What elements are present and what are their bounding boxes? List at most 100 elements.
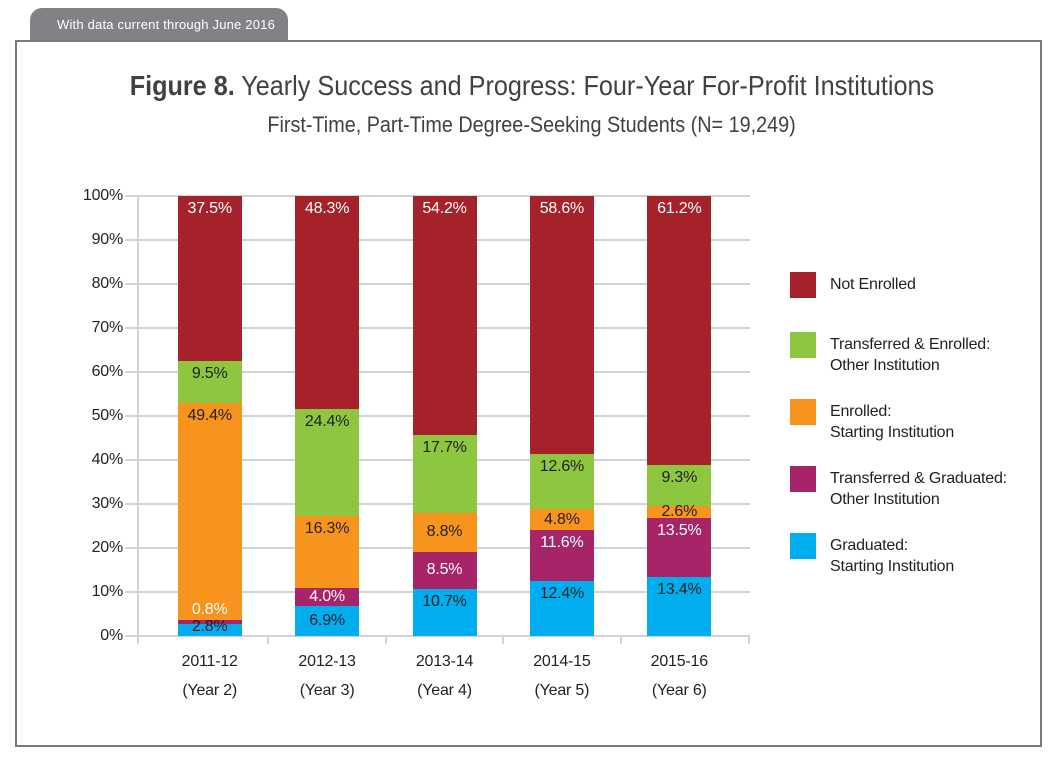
segment-value-label: 17.7% bbox=[422, 438, 467, 456]
bar-segment bbox=[295, 516, 360, 589]
legend-label-line: Enrolled: bbox=[830, 403, 892, 420]
bar-segment bbox=[529, 509, 594, 531]
segment-value-label: 48.3% bbox=[304, 200, 350, 218]
bar-segment bbox=[529, 453, 594, 510]
legend-label-line: Transferred & Graduated: bbox=[830, 470, 1007, 487]
category-subyear-label: (Year 3) bbox=[299, 682, 355, 699]
stacked-bar: 10.7% 8.5% 8.8% 17.7% 54.2% bbox=[412, 196, 477, 636]
stacked-bar: 13.4% 13.5% 2.6% 9.3% 61.2% bbox=[647, 196, 712, 636]
bar-segment bbox=[647, 506, 712, 518]
bar-segment bbox=[647, 517, 712, 578]
bar-segment bbox=[295, 196, 360, 409]
legend-swatch bbox=[790, 533, 816, 559]
legend-item: Not Enrolled bbox=[790, 272, 1042, 298]
y-axis-tick-label: 40% bbox=[91, 451, 124, 468]
bar-segment bbox=[647, 465, 712, 507]
segment-value-label: 13.5% bbox=[657, 521, 702, 539]
segment-value-label: 2.6% bbox=[661, 502, 698, 520]
bar-segment bbox=[412, 512, 477, 552]
stacked-bar: 6.9% 4.0% 16.3% 24.4% 48.3% bbox=[295, 196, 360, 636]
category-subyear-label: (Year 5) bbox=[534, 682, 590, 699]
y-axis-tick-label: 90% bbox=[91, 231, 124, 248]
y-axis-tick-label: 0% bbox=[100, 627, 123, 644]
category-year-label: 2014-15 bbox=[533, 653, 591, 670]
y-axis-tick-label: 10% bbox=[91, 583, 124, 600]
figure-title: Figure 8. Yearly Success and Progress: F… bbox=[130, 70, 934, 102]
segment-value-label: 16.3% bbox=[304, 520, 350, 538]
category-year-label: 2012-13 bbox=[298, 653, 356, 670]
legend-label-line: Starting Institution bbox=[830, 558, 955, 575]
legend-item: Graduated: Starting Institution bbox=[790, 533, 1042, 577]
stacked-bar: 2.8% 0.8% 49.4% 9.5% 37.5% bbox=[177, 196, 242, 636]
bar-segment bbox=[177, 361, 242, 403]
legend-label-line: Other Institution bbox=[830, 357, 940, 374]
bar-segment bbox=[647, 577, 712, 636]
x-axis-category-label: 2011-12 (Year 2) bbox=[151, 653, 268, 699]
x-axis-category-label: 2015-16 (Year 6) bbox=[621, 653, 738, 699]
segment-value-label: 37.5% bbox=[187, 200, 233, 217]
segment-value-label: 9.3% bbox=[661, 469, 698, 487]
segment-value-label: 49.4% bbox=[187, 406, 233, 424]
x-axis-tick bbox=[502, 636, 505, 644]
bar-segment bbox=[529, 530, 594, 582]
category-year-label: 2015-16 bbox=[650, 653, 709, 670]
legend-swatch bbox=[790, 399, 816, 425]
segment-value-label: 54.2% bbox=[422, 200, 467, 218]
bar-segment bbox=[177, 620, 242, 624]
category-subyear-label: (Year 6) bbox=[651, 682, 707, 699]
legend-label: Not Enrolled bbox=[830, 272, 916, 295]
legend-item: Transferred & Graduated: Other Institutio… bbox=[790, 466, 1042, 510]
segment-value-label: 12.4% bbox=[539, 585, 585, 603]
legend-item: Enrolled: Starting Institution bbox=[790, 399, 1042, 443]
gridline bbox=[125, 195, 750, 197]
y-axis-tick-label: 30% bbox=[91, 495, 124, 512]
bar-segment bbox=[412, 434, 477, 513]
legend-swatch bbox=[790, 466, 816, 492]
legend-label-line: Other Institution bbox=[830, 491, 940, 508]
bar-segment bbox=[177, 196, 242, 361]
figure-subtitle: First-Time, Part-Time Degree-Seeking Stu… bbox=[267, 112, 797, 137]
segment-value-label: 24.4% bbox=[304, 412, 350, 430]
legend-label-line: Not Enrolled bbox=[830, 276, 916, 293]
bar-segment bbox=[295, 408, 360, 517]
x-axis-category-label: 2013-14 (Year 4) bbox=[386, 653, 503, 699]
bar-segment bbox=[177, 402, 242, 621]
segment-value-label: 4.8% bbox=[544, 510, 580, 528]
bar-segment bbox=[412, 588, 477, 636]
plot-area: 0% 10% 20% 30% 40% 50% 60% 70% 80% 90% 100% 2.8% 0.8… bbox=[83, 188, 750, 699]
legend-label-line: Transferred & Enrolled: bbox=[830, 336, 991, 353]
category-subyear-label: (Year 2) bbox=[182, 682, 238, 699]
segment-value-label: 13.4% bbox=[657, 581, 702, 599]
category-year-label: 2013-14 bbox=[415, 653, 474, 670]
bar-segment bbox=[529, 581, 594, 636]
segment-value-label: 6.9% bbox=[309, 611, 345, 629]
segment-value-label: 8.8% bbox=[426, 523, 463, 541]
category-year-label: 2011-12 bbox=[181, 653, 238, 670]
banner-text: With data current through June 2016 bbox=[57, 17, 276, 32]
bar-segment bbox=[177, 623, 242, 636]
bar-segment bbox=[647, 196, 712, 466]
legend-swatch bbox=[790, 272, 816, 298]
bar-segment bbox=[412, 551, 477, 589]
stacked-bar: 12.4% 11.6% 4.8% 12.6% 58.6% bbox=[529, 196, 594, 636]
x-axis-tick bbox=[267, 636, 270, 644]
y-axis-tick-label: 20% bbox=[91, 539, 124, 556]
legend: Not Enrolled Transferred & Enrolled: Other… bbox=[790, 272, 1042, 600]
x-axis-tick bbox=[748, 636, 750, 644]
segment-value-label: 4.0% bbox=[309, 587, 345, 605]
legend-label: Transferred & Enrolled: Other Institution bbox=[830, 332, 990, 376]
bar-segment bbox=[529, 196, 594, 454]
segment-value-label: 8.5% bbox=[426, 561, 463, 579]
y-axis-tick-label: 50% bbox=[91, 407, 124, 424]
segment-value-label: 11.6% bbox=[540, 534, 584, 552]
legend-label-line: Starting Institution bbox=[830, 424, 955, 441]
y-axis-tick-label: 60% bbox=[91, 363, 124, 380]
segment-value-label: 0.8% bbox=[191, 601, 228, 618]
segment-value-label: 12.6% bbox=[539, 457, 585, 475]
legend-label: Enrolled: Starting Institution bbox=[830, 399, 954, 443]
y-axis-tick-label: 100% bbox=[82, 187, 123, 204]
figure-title-block: Figure 8. Yearly Success and Progress: F… bbox=[0, 70, 1064, 138]
segment-value-label: 9.5% bbox=[191, 365, 228, 382]
bar-segment bbox=[295, 588, 360, 606]
